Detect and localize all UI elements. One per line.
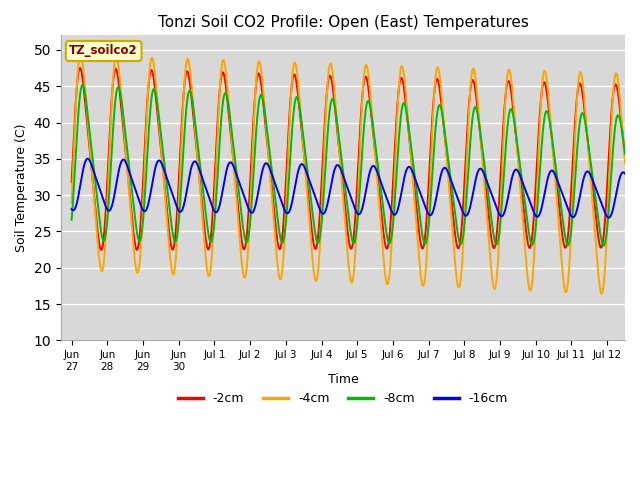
Legend: -2cm, -4cm, -8cm, -16cm: -2cm, -4cm, -8cm, -16cm <box>173 387 513 410</box>
-8cm <box>621 151 629 156</box>
-2cm <box>76 65 84 71</box>
-2cm <box>323 93 330 99</box>
-4cm <box>77 52 84 58</box>
-4cm <box>96 263 104 269</box>
-4cm <box>68 200 76 205</box>
Title: Tonzi Soil CO2 Profile: Open (East) Temperatures: Tonzi Soil CO2 Profile: Open (East) Temp… <box>157 15 529 30</box>
-4cm <box>598 291 605 297</box>
-8cm <box>504 122 511 128</box>
Line: -4cm: -4cm <box>72 55 625 294</box>
-16cm <box>504 196 511 202</box>
-16cm <box>323 205 330 211</box>
-16cm <box>68 206 76 212</box>
X-axis label: Time: Time <box>328 373 358 386</box>
-16cm <box>621 171 629 177</box>
-4cm <box>323 100 330 106</box>
Line: -2cm: -2cm <box>72 68 625 250</box>
-2cm <box>96 245 104 251</box>
-4cm <box>605 165 613 170</box>
Text: TZ_soilco2: TZ_soilco2 <box>69 45 138 58</box>
-8cm <box>96 221 104 227</box>
-8cm <box>323 151 330 156</box>
-16cm <box>605 215 613 220</box>
-2cm <box>504 79 512 84</box>
-2cm <box>605 141 613 147</box>
-16cm <box>96 187 104 193</box>
-8cm <box>600 243 607 249</box>
-2cm <box>68 179 76 185</box>
Line: -16cm: -16cm <box>72 158 625 218</box>
-4cm <box>605 172 613 178</box>
Line: -8cm: -8cm <box>72 85 625 246</box>
-8cm <box>79 82 86 88</box>
-2cm <box>97 247 105 253</box>
-8cm <box>605 201 613 206</box>
-4cm <box>337 169 345 175</box>
-2cm <box>621 153 629 159</box>
-4cm <box>504 71 511 77</box>
-16cm <box>337 167 345 173</box>
-2cm <box>605 146 613 152</box>
-8cm <box>605 197 613 203</box>
-16cm <box>84 156 92 161</box>
-4cm <box>621 161 629 167</box>
-16cm <box>605 215 613 220</box>
-2cm <box>337 166 345 172</box>
Y-axis label: Soil Temperature (C): Soil Temperature (C) <box>15 124 28 252</box>
-8cm <box>68 217 76 223</box>
-16cm <box>605 215 612 221</box>
-8cm <box>337 152 345 157</box>
